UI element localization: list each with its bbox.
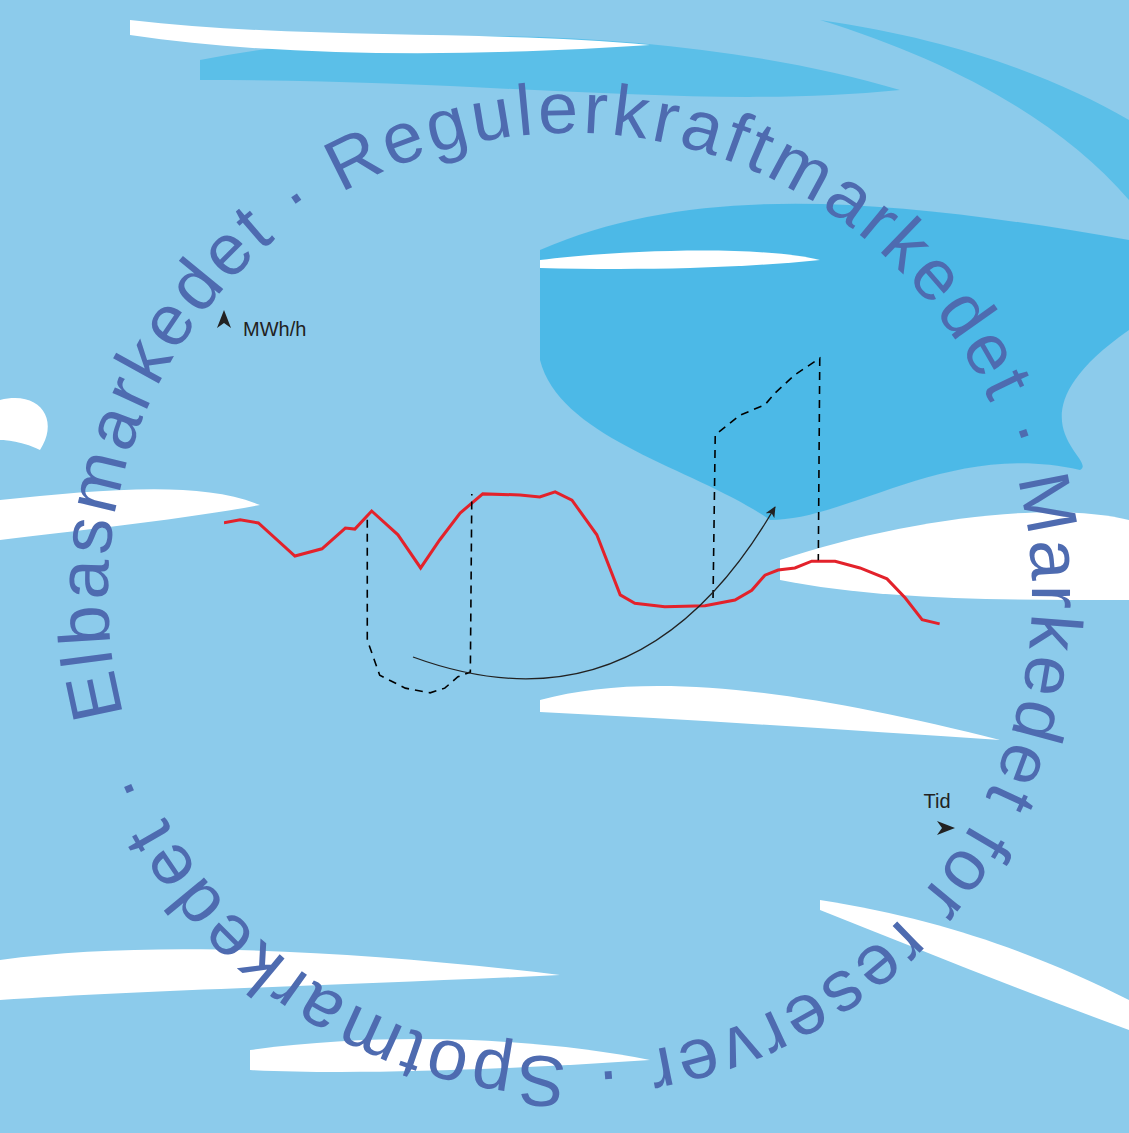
- svg-text:Tid: Tid: [923, 790, 950, 812]
- svg-text:Elbasmarkedet · Regulerkraftma: Elbasmarkedet · Regulerkraftmarkedet · M…: [43, 68, 1098, 1123]
- svg-text:MWh/h: MWh/h: [243, 318, 306, 340]
